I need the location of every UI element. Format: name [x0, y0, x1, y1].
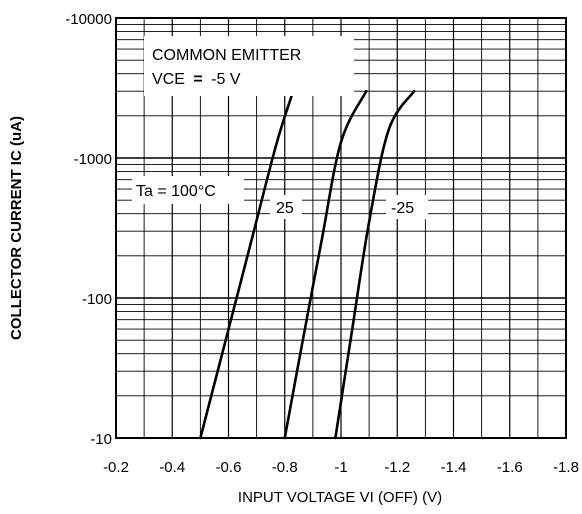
vce-label: VCE: [152, 71, 185, 88]
x-tick-label: -1.2: [384, 459, 410, 476]
x-tick-label: -1.4: [441, 459, 467, 476]
x-tick-label: -0.4: [159, 459, 185, 476]
annotation-vce: VCE = -5 V: [152, 71, 241, 88]
x-tick-label: -1: [334, 459, 347, 476]
x-tick-label: -0.6: [216, 459, 242, 476]
x-tick-label: -0.2: [103, 459, 129, 476]
x-tick-label: -0.8: [272, 459, 298, 476]
ticks: -0.2 -0.4 -0.6 -0.8 -1 -1.2 -1.4 -1.6 -1.8 -10 -10…: [65, 11, 579, 476]
curve-label-ta-100: Ta = 100°C: [136, 183, 216, 200]
y-tick-label: -10000: [65, 11, 112, 28]
y-tick-label: -10: [90, 431, 112, 448]
curve-label-25: 25: [276, 200, 294, 217]
y-tick-label: -1000: [74, 151, 112, 168]
label-m25-background: [386, 195, 428, 219]
series-line: [199, 89, 295, 440]
y-axis-label: COLLECTOR CURRENT IC (uA): [8, 116, 25, 340]
y-tick-label: -100: [82, 291, 112, 308]
plot-border: [115, 17, 567, 439]
series-line: [334, 89, 416, 440]
x-tick-label: -1.6: [497, 459, 523, 476]
label-25-background: [270, 195, 302, 219]
series-line: [283, 89, 368, 440]
annotation-box-background: [144, 36, 354, 96]
x-tick-label: -1.8: [553, 459, 579, 476]
curves: [199, 89, 416, 440]
annotation-common-emitter: COMMON EMITTER: [152, 47, 301, 64]
vce-value: -5 V: [211, 71, 241, 88]
curve-label-minus-25: -25: [391, 200, 414, 217]
ta-label-background: [132, 176, 244, 204]
vce-equals: =: [193, 71, 202, 88]
x-axis-label: INPUT VOLTAGE VI (OFF) (V): [238, 489, 442, 506]
